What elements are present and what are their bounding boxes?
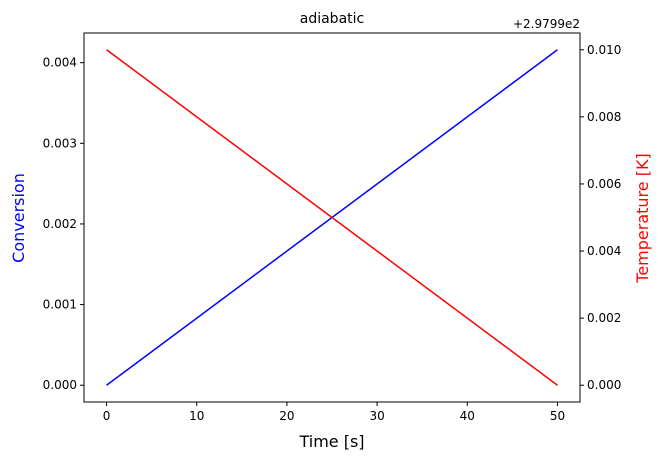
y-axis-left-label: Conversion [9, 173, 28, 263]
y-right-tick-label: 0.010 [587, 43, 621, 57]
temperature-series-line [106, 49, 558, 386]
chart-title: adiabatic [300, 11, 364, 27]
y-left-tick-label: 0.003 [43, 136, 77, 150]
y-left-tick-label: 0.004 [43, 56, 77, 70]
y-left-tick-label: 0.002 [43, 217, 77, 231]
x-axis-label: Time [s] [298, 432, 364, 451]
y-axis-left: 0.000 0.001 0.002 0.003 0.004 [43, 56, 84, 392]
x-tick-label: 50 [550, 409, 565, 423]
x-tick-label: 20 [279, 409, 294, 423]
right-axis-offset-label: +2.9799e2 [513, 17, 580, 31]
y-left-tick-label: 0.000 [43, 378, 77, 392]
x-tick-label: 10 [189, 409, 204, 423]
y-right-tick-label: 0.008 [587, 110, 621, 124]
x-tick-label: 30 [369, 409, 384, 423]
y-right-tick-label: 0.000 [587, 378, 621, 392]
x-tick-label: 40 [460, 409, 475, 423]
series-layer [106, 49, 558, 386]
y-axis-right: 0.000 0.002 0.004 0.006 0.008 0.010 [580, 43, 621, 392]
x-tick-label: 0 [103, 409, 111, 423]
y-right-tick-label: 0.002 [587, 311, 621, 325]
y-right-tick-label: 0.004 [587, 244, 621, 258]
y-right-tick-label: 0.006 [587, 177, 621, 191]
y-axis-right-label: Temperature [K] [633, 153, 652, 283]
x-axis: 0 10 20 30 40 50 [103, 402, 565, 423]
y-left-tick-label: 0.001 [43, 298, 77, 312]
plot-frame [83, 32, 581, 403]
